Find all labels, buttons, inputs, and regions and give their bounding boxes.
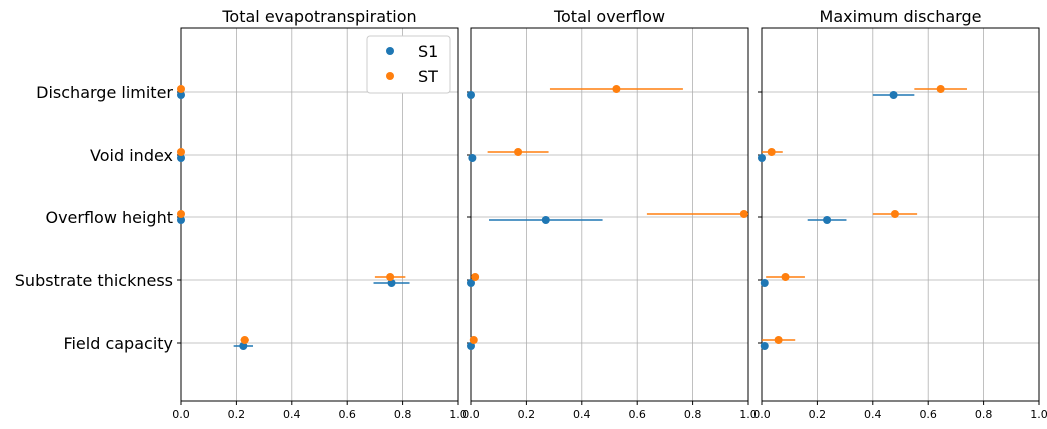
point-st [514, 148, 523, 156]
legend-marker-st [386, 72, 394, 80]
point-s1 [760, 342, 769, 350]
panel-title: Total evapotranspiration [221, 7, 416, 26]
x-tick-label: 0.6 [628, 408, 646, 421]
point-s1 [468, 154, 477, 162]
panel-frame [761, 27, 1040, 402]
panel-title: Total overflow [553, 7, 665, 26]
point-s1 [760, 279, 769, 287]
point-st [177, 148, 185, 156]
point-st [177, 85, 185, 93]
x-tick-label: 0.2 [809, 408, 827, 421]
point-st [767, 148, 776, 156]
category-label: Substrate thickness [15, 271, 173, 290]
point-s1 [541, 216, 550, 224]
x-tick-label: 0.0 [462, 408, 480, 421]
point-s1 [177, 91, 185, 99]
category-label: Void index [90, 146, 173, 165]
legend-label: ST [418, 67, 438, 86]
legend-marker-s1 [386, 47, 394, 55]
x-tick-label: 0.8 [394, 408, 412, 421]
point-s1 [467, 342, 475, 350]
x-tick-label: 0.6 [919, 408, 937, 421]
x-tick-label: 0.4 [283, 408, 301, 421]
x-tick-label: 0.2 [228, 408, 246, 421]
point-st [471, 273, 480, 281]
point-st [781, 273, 790, 281]
point-s1 [889, 91, 898, 99]
x-tick-label: 0.8 [975, 408, 993, 421]
x-tick-label: 0.4 [864, 408, 882, 421]
point-s1 [239, 342, 248, 350]
point-st [890, 210, 899, 218]
x-tick-label: 0.0 [753, 408, 771, 421]
point-st [386, 273, 395, 281]
x-tick-label: 0.4 [573, 408, 591, 421]
x-tick-label: 0.6 [338, 408, 356, 421]
x-tick-label: 0.8 [684, 408, 702, 421]
point-st [469, 336, 478, 344]
point-st [936, 85, 945, 93]
x-tick-label: 1.0 [1030, 408, 1047, 421]
x-tick-label: 1.0 [449, 408, 467, 421]
point-s1 [823, 216, 832, 224]
category-label: Overflow height [45, 208, 173, 227]
category-label: Field capacity [63, 334, 173, 353]
panel-title: Maximum discharge [820, 7, 982, 26]
category-label: Discharge limiter [36, 83, 173, 102]
x-tick-label: 1.0 [739, 408, 757, 421]
x-tick-label: 0.2 [518, 408, 536, 421]
x-tick-label: 0.0 [172, 408, 190, 421]
point-s1 [177, 216, 185, 224]
point-st [612, 85, 621, 93]
point-st [774, 336, 783, 344]
point-s1 [758, 154, 766, 162]
point-s1 [467, 279, 475, 287]
point-s1 [387, 279, 396, 287]
point-s1 [177, 154, 185, 162]
point-st [739, 210, 748, 218]
legend-label: S1 [418, 42, 438, 61]
point-st [240, 336, 249, 344]
point-st [177, 210, 185, 218]
point-s1 [467, 91, 475, 99]
